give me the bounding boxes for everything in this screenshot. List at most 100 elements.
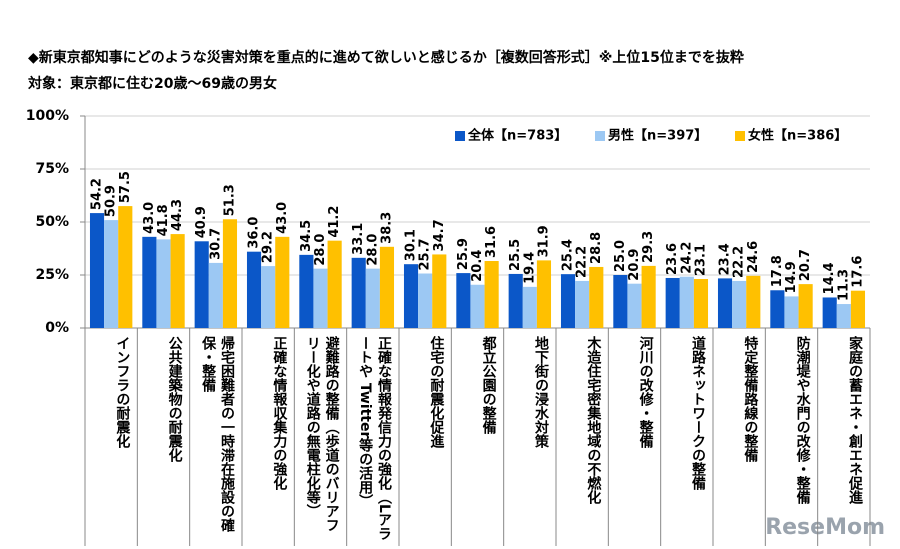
value-label: 25.0 — [613, 240, 628, 272]
value-label: 28.8 — [589, 232, 604, 264]
bar — [850, 290, 866, 328]
value-label: 43.0 — [275, 202, 290, 234]
legend-swatch — [455, 131, 465, 141]
x-tick-label: 帰宅困難者の一時滞在施設の確保・整備 — [200, 336, 235, 532]
bar — [379, 246, 395, 328]
x-tick-label: 家庭の蓄エネ・創エネ促進 — [846, 336, 863, 504]
value-label: 31.9 — [536, 225, 551, 257]
bar — [299, 254, 314, 328]
bar — [89, 213, 105, 328]
bar — [222, 219, 238, 328]
value-label: 57.5 — [118, 171, 133, 203]
value-label: 51.3 — [222, 184, 237, 216]
bar — [351, 257, 366, 328]
value-label: 40.9 — [194, 206, 209, 238]
x-tick-label: 正確な情報収集力の強化 — [271, 336, 288, 490]
value-label: 22.2 — [575, 246, 590, 278]
value-label: 33.1 — [351, 223, 366, 255]
bar — [665, 277, 680, 328]
bar — [261, 266, 276, 328]
chart-subtitle: 対象：東京都に住む20歳～69歳の男女 — [27, 75, 277, 92]
bar — [275, 236, 290, 328]
y-tick-label: 25% — [35, 267, 69, 283]
value-label: 30.7 — [208, 228, 223, 260]
bar — [836, 304, 851, 328]
x-tick-label: 住宅の耐震化促進 — [428, 336, 445, 448]
value-label: 30.1 — [404, 229, 419, 261]
bar — [142, 236, 157, 328]
value-label: 29.2 — [261, 231, 276, 263]
x-tick-label: 公共建築物の耐震化 — [166, 336, 183, 462]
bar — [717, 278, 733, 328]
value-label: 28.0 — [313, 234, 328, 266]
y-tick-label: 0% — [45, 320, 69, 336]
value-label: 25.9 — [456, 238, 471, 270]
bar — [746, 275, 761, 328]
legend-swatch — [595, 131, 605, 141]
bar — [770, 290, 785, 328]
bar — [470, 284, 485, 328]
legend-label: 男性【n=397】 — [608, 128, 707, 144]
x-tick-label: 都立公園の整備 — [480, 336, 497, 434]
bar — [456, 273, 471, 328]
value-label: 44.3 — [170, 199, 185, 231]
value-label: 38.3 — [379, 212, 394, 244]
value-label: 22.2 — [732, 246, 747, 278]
bar — [365, 268, 380, 328]
value-label: 29.3 — [641, 231, 656, 263]
value-label: 24.2 — [679, 242, 694, 274]
bar — [536, 260, 552, 328]
x-tick-label: インフラの耐震化 — [114, 336, 131, 448]
bar — [589, 266, 604, 328]
value-label: 23.4 — [718, 243, 733, 275]
value-label: 25.4 — [561, 239, 576, 271]
y-tick-label: 100% — [26, 108, 69, 124]
x-tick-label: 木造住宅密集地域の不燃化 — [585, 336, 602, 504]
bar — [313, 268, 328, 328]
bar — [613, 275, 628, 328]
bar — [432, 254, 447, 328]
bar — [784, 296, 799, 328]
y-tick-label: 75% — [35, 161, 69, 177]
bar — [732, 280, 747, 328]
x-tick-label: 道路ネットワークの整備 — [689, 336, 706, 490]
bar — [118, 206, 133, 328]
value-label: 41.2 — [327, 206, 342, 238]
value-label: 11.3 — [836, 269, 851, 301]
bar — [822, 297, 837, 328]
bar — [208, 262, 223, 328]
value-label: 23.6 — [665, 243, 680, 275]
chart-title: ◆新東京都知事にどのような災害対策を重点的に進めて欲しいと感じるか［複数回答形式… — [28, 49, 744, 66]
value-label: 20.7 — [798, 249, 813, 281]
watermark: ReseMom — [765, 515, 885, 540]
x-tick-label: 特定整備路線の整備 — [742, 336, 759, 462]
value-label: 14.4 — [822, 262, 837, 294]
value-label: 25.7 — [418, 238, 433, 270]
bar — [418, 273, 433, 328]
bar — [170, 234, 185, 328]
bar — [575, 280, 590, 328]
x-tick-label: 防潮堤や水門の改修・整備 — [794, 336, 811, 504]
value-label: 20.9 — [627, 249, 642, 281]
value-label: 43.0 — [142, 202, 157, 234]
value-label: 25.5 — [508, 239, 523, 271]
bar — [693, 279, 709, 328]
bar — [679, 276, 694, 328]
bar — [627, 283, 642, 328]
bar — [156, 239, 171, 328]
x-tick-label: 避難路の整備（歩道のバリアフリー化や道路の無電柱化等） — [304, 336, 340, 532]
value-label: 14.9 — [784, 261, 799, 293]
value-label: 17.6 — [850, 256, 865, 288]
bar — [560, 274, 576, 328]
value-label: 28.0 — [365, 234, 380, 266]
value-label: 34.7 — [432, 219, 447, 251]
value-label: 23.1 — [693, 244, 708, 276]
legend-label: 女性【n=386】 — [748, 128, 847, 144]
x-tick-label: 地下街の浸水対策 — [532, 336, 549, 448]
value-label: 36.0 — [247, 217, 262, 249]
bar — [194, 241, 209, 328]
x-tick-label: 正確な情報発信力の強化（Lアラートや Twitter等の活用） — [357, 336, 392, 541]
bar — [104, 220, 119, 328]
value-label: 41.8 — [156, 204, 171, 236]
